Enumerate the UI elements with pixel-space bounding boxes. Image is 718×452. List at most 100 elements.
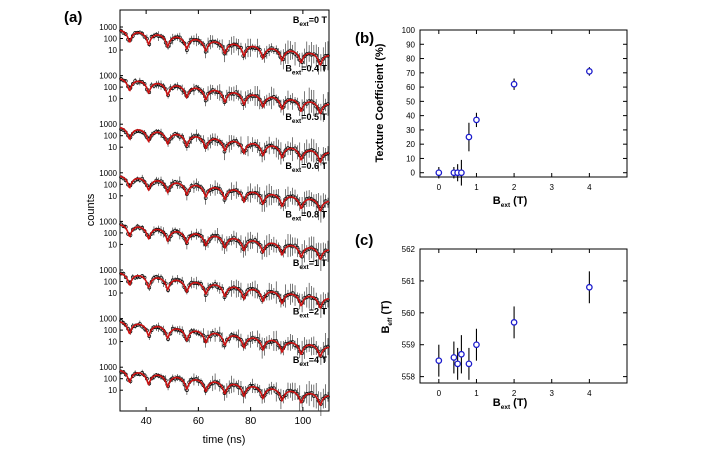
panel-a-y-tick-label: 1000 (99, 217, 117, 226)
panel-a-field-label: Bext=0.4 T (285, 64, 327, 77)
panel-c-label: (c) (355, 232, 373, 249)
panel-a-data-point (293, 99, 297, 104)
panel-c-ticks: 0 1 2 3 4 558 559 560 561 562 (402, 245, 627, 398)
panel-a-y-tick-label: 1000 (99, 23, 117, 32)
panel-a-field-label-sub: ext (292, 215, 302, 222)
panel-c-y-tick-label: 561 (402, 277, 416, 286)
panel-c-x-axis-title: Bext (T) (493, 397, 528, 411)
panel-c-data-point (454, 360, 461, 368)
panel-a-data-point (255, 289, 260, 294)
panel-c-data-point (473, 341, 480, 349)
panel-b-y-tick-label: 70 (406, 69, 415, 78)
panel-b-y-tick-label: 80 (406, 55, 415, 64)
panel-b-y-tick-label: 10 (406, 154, 415, 163)
panel-b-data-point (435, 169, 443, 177)
panel-a-field-label: Bext=0 T (293, 15, 328, 28)
panel-a-y-tick-label: 100 (104, 326, 118, 335)
panel-a-data-point (302, 394, 307, 399)
panel-c-x-suffix: (T) (510, 397, 527, 409)
panel-c-x-tick-label: 0 (437, 389, 442, 398)
panel-a-y-tick-label: 100 (104, 83, 118, 92)
panel-a-field-label-suffix: =1 T (309, 258, 328, 268)
panel-a-data-point (123, 32, 128, 36)
panel-b-y-axis-title: Texture Coefficient (%) (374, 43, 386, 162)
panel-a-y-tick-label: 1000 (99, 363, 117, 372)
panel-a-field-label: Bext=0.8 T (285, 209, 327, 222)
panel-a-data-point (255, 240, 260, 245)
panel-a-x-tick-label: 80 (245, 416, 257, 427)
panel-a-series (119, 28, 330, 416)
panel-a-y-tick-label: 100 (104, 278, 118, 287)
panel-a-field-label-suffix: =0.5 T (301, 112, 327, 122)
panel-b-y-tick-label: 60 (406, 83, 415, 92)
panel-a-x-ticks: 40 60 80 100 (141, 10, 312, 427)
panel-b-data-point (473, 116, 480, 124)
panel-b-data-point (458, 169, 465, 177)
panel-c-x-tick-label: 1 (474, 389, 479, 398)
panel-a-y-ticks: 1000 100 10 1000 100 10 1000 100 10 1000 100 10 1000… (99, 23, 123, 395)
panel-b-y-tick-label: 0 (411, 169, 416, 178)
panel-a-y-tick-label: 10 (108, 240, 117, 249)
panel-a-label: (a) (64, 9, 82, 26)
panel-c-x-tick-label: 2 (512, 389, 517, 398)
panel-a-field-label-suffix: =0 T (309, 15, 328, 25)
panel-a-field-label-suffix: =0.4 T (301, 64, 327, 74)
panel-c-chart: 0 1 2 3 4 558 559 560 561 562 Bext (T) Beff (T) (380, 245, 628, 411)
panel-b-x-axis-title: Bext (T) (493, 195, 528, 209)
panel-c-y-tick-label: 560 (402, 309, 416, 318)
panel-b-points (435, 67, 593, 186)
panel-c-data-point (510, 319, 518, 326)
panel-b-x-sub: ext (501, 202, 511, 209)
panel-a-data-point (321, 348, 326, 353)
panel-c-data-point (450, 354, 458, 361)
panel-a-y-tick-label: 100 (104, 180, 118, 189)
panel-a-data-point (217, 236, 222, 241)
panel-b-frame (419, 29, 628, 178)
panel-a-y-tick-label: 100 (104, 132, 118, 141)
panel-a-field-label-sub: ext (292, 167, 302, 174)
panel-a-field-label-prefix: B (293, 307, 300, 317)
panel-a-x-tick-label: 100 (295, 416, 312, 427)
panel-a-fit-curve (119, 272, 329, 309)
panel-b-x-tick-label: 3 (550, 183, 555, 192)
panel-a-data-point (149, 376, 154, 381)
panel-a-data-point (161, 376, 166, 380)
panel-a-data-point (326, 102, 330, 106)
panel-a-fit-curve (119, 369, 329, 407)
panel-a-field-label-prefix: B (285, 209, 292, 219)
panel-a-data-point (185, 337, 189, 342)
panel-a-y-tick-label: 1000 (99, 120, 117, 129)
panel-b-x-prefix: B (493, 195, 501, 207)
panel-c-y-prefix: B (380, 326, 392, 334)
panel-c-points (435, 271, 593, 380)
panel-a-x-tick-label: 40 (141, 416, 153, 427)
panel-a-field-label-suffix: =2 T (309, 307, 328, 317)
panel-a-field-label-sub: ext (292, 118, 302, 125)
panel-a-y-tick-label: 1000 (99, 266, 117, 275)
panel-b-y-tick-label: 40 (406, 112, 415, 121)
panel-a-y-tick-label: 1000 (99, 315, 117, 324)
panel-a-y-tick-label: 10 (108, 386, 117, 395)
panel-b-data-point (586, 68, 593, 75)
panel-c-x-sub: ext (501, 404, 511, 411)
panel-b-y-tick-label: 100 (402, 26, 416, 35)
panel-a-data-point (246, 387, 250, 391)
panel-c-y-axis-title: Beff (T) (380, 300, 394, 333)
panel-a-field-label-prefix: B (293, 258, 300, 268)
panel-a-data-point (180, 378, 185, 383)
panel-b-y-tick-label: 90 (406, 40, 415, 49)
panel-c-data-point (586, 283, 593, 291)
panel-a-data-point (130, 82, 135, 86)
panel-a-field-label: Bext=0.5 T (285, 112, 327, 125)
panel-a-y-tick-label: 10 (108, 143, 117, 152)
panel-b-x-suffix: (T) (510, 195, 527, 207)
panel-c-y-suffix: (T) (380, 300, 392, 317)
panel-c-frame (419, 248, 628, 384)
panel-c-data-point (465, 360, 473, 368)
panel-a-y-tick-label: 100 (104, 35, 118, 44)
panel-a-y-tick-label: 100 (104, 375, 118, 384)
panel-a-y-tick-label: 10 (108, 46, 117, 55)
panel-a-data-point (227, 238, 232, 243)
panel-b-y-tick-label: 50 (406, 97, 415, 106)
